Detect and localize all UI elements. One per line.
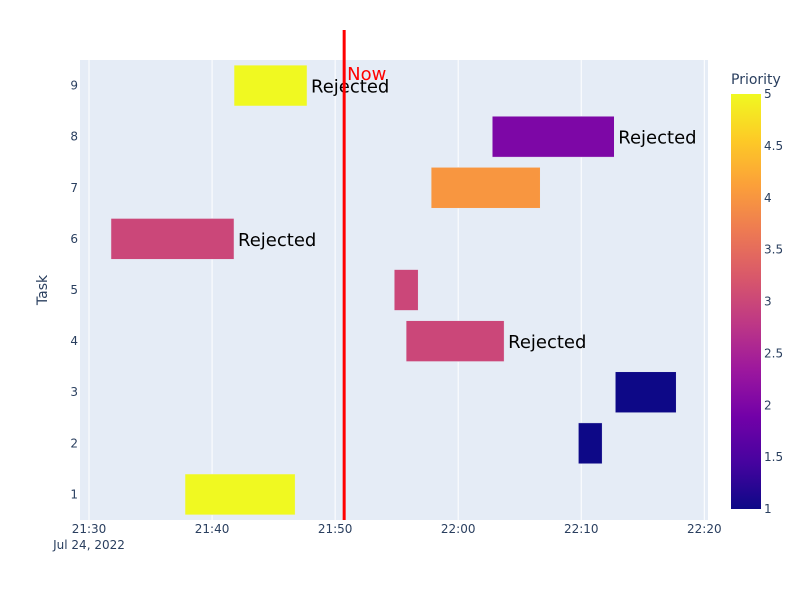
colorbar-tick-label: 2.5 [764, 346, 783, 360]
x-tick-label: 22:00 [441, 522, 476, 536]
y-tick-label: 5 [70, 283, 78, 297]
task-bar-3 [615, 371, 677, 413]
task-bar-2 [578, 422, 603, 465]
task-label: Rejected [311, 77, 389, 98]
colorbar-tick-label: 2 [764, 398, 772, 412]
task-bar-5 [393, 269, 419, 311]
task-bar-7 [430, 167, 541, 209]
y-tick-label: 8 [70, 130, 78, 144]
x-tick-label: 21:50 [318, 522, 353, 536]
colorbar-tick-label: 5 [764, 87, 772, 101]
task-bar-9 [233, 64, 308, 107]
task-bar-4 [405, 320, 505, 362]
task-label: Rejected [508, 332, 586, 353]
x-tick-label: 21:30 [72, 522, 107, 536]
x-date-label: Jul 24, 2022 [52, 538, 125, 552]
colorbar-tick-label: 3.5 [764, 243, 783, 257]
task-bar-1 [184, 473, 296, 516]
task-label: Rejected [238, 230, 316, 251]
colorbar-title: Priority [731, 72, 781, 88]
x-tick-label: 21:40 [195, 522, 230, 536]
colorbar-tick-label: 1.5 [764, 450, 783, 464]
y-tick-label: 9 [70, 79, 78, 93]
x-tick-label: 22:20 [687, 522, 722, 536]
colorbar-tick-label: 4.5 [764, 139, 783, 153]
y-tick-label: 1 [70, 487, 78, 501]
task-bar-6 [110, 218, 235, 260]
task-bar-8 [491, 115, 615, 158]
x-tick-label: 22:10 [564, 522, 599, 536]
y-tick-label: 7 [70, 181, 78, 195]
y-tick-label: 3 [70, 385, 78, 399]
now-label: Now [347, 64, 386, 85]
y-tick-label: 4 [70, 334, 78, 348]
colorbar-tick-label: 3 [764, 295, 772, 309]
colorbar-tick-label: 1 [764, 502, 772, 516]
y-tick-label: 6 [70, 232, 78, 246]
y-tick-label: 2 [70, 436, 78, 450]
colorbar-tick-label: 4 [764, 191, 772, 205]
y-axis-title: Task [35, 274, 51, 306]
colorbar [731, 94, 761, 509]
task-label: Rejected [618, 128, 696, 149]
